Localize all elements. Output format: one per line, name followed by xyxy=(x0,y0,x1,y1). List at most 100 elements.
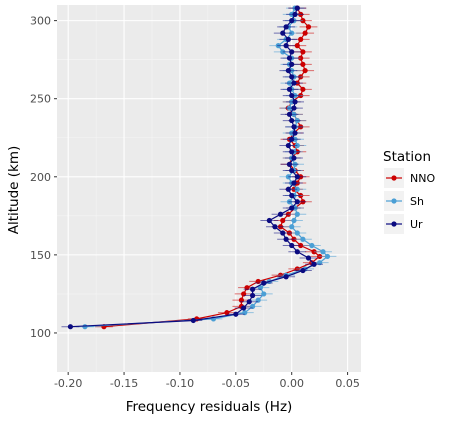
series-layer xyxy=(61,5,337,330)
data-point xyxy=(285,142,291,149)
data-point xyxy=(289,192,295,199)
data-point xyxy=(261,291,267,297)
y-tick-label: 300 xyxy=(30,15,51,28)
data-point xyxy=(277,211,284,217)
y-axis: 100 150 200 250 300 xyxy=(30,15,57,340)
data-point xyxy=(294,199,300,205)
legend-marker xyxy=(391,198,397,204)
legend-item-nno: NNO xyxy=(384,168,435,188)
data-point xyxy=(289,167,295,174)
data-point xyxy=(311,261,317,267)
data-point xyxy=(309,242,315,249)
data-point xyxy=(300,267,306,274)
legend-marker xyxy=(391,175,397,181)
data-point xyxy=(67,324,74,330)
data-point xyxy=(233,311,239,317)
legend-item-ur: Ur xyxy=(384,214,423,234)
data-point xyxy=(280,230,286,236)
data-point xyxy=(292,99,298,105)
data-point xyxy=(285,67,291,74)
data-point xyxy=(294,43,300,49)
y-tick-label: 100 xyxy=(30,327,51,340)
y-tick-label: 200 xyxy=(30,171,51,184)
data-point xyxy=(291,80,297,86)
data-point xyxy=(294,230,300,236)
data-point xyxy=(300,236,306,242)
data-point xyxy=(280,217,286,224)
data-point xyxy=(266,217,272,224)
data-point xyxy=(305,24,312,30)
data-point xyxy=(283,274,289,280)
data-point xyxy=(190,317,196,324)
data-point xyxy=(285,186,291,192)
x-tick-label: 0.00 xyxy=(279,377,304,390)
x-tick-label: -0.05 xyxy=(222,377,250,390)
data-point xyxy=(241,305,247,311)
data-point xyxy=(246,299,252,305)
legend-marker xyxy=(391,221,397,227)
data-point xyxy=(249,292,256,299)
data-point xyxy=(289,18,295,24)
data-point xyxy=(292,130,298,136)
legend-label: NNO xyxy=(410,172,435,185)
data-point xyxy=(289,92,295,99)
data-point xyxy=(272,224,278,230)
data-point xyxy=(283,236,289,242)
data-point xyxy=(298,36,304,42)
data-point xyxy=(294,174,300,180)
y-tick-label: 250 xyxy=(30,93,51,106)
legend: Station NNO Sh Ur xyxy=(383,149,435,234)
data-point xyxy=(285,36,291,42)
legend-label: Sh xyxy=(410,195,424,208)
data-point xyxy=(289,149,295,155)
data-point xyxy=(291,155,297,161)
data-point xyxy=(324,253,331,260)
data-point xyxy=(283,24,289,30)
data-point xyxy=(294,211,300,217)
data-point xyxy=(286,111,293,117)
data-point xyxy=(289,224,295,230)
data-point xyxy=(289,242,295,249)
data-point xyxy=(292,11,298,17)
data-point xyxy=(300,86,306,92)
x-tick-label: -0.20 xyxy=(54,377,82,390)
data-point xyxy=(294,249,300,255)
x-axis-title: Frequency residuals (Hz) xyxy=(126,399,293,415)
data-point xyxy=(286,55,293,61)
data-point xyxy=(289,117,295,124)
y-axis-title: Altitude (km) xyxy=(6,146,22,235)
grid-minor xyxy=(57,5,361,372)
data-point xyxy=(320,249,326,255)
data-point xyxy=(82,324,88,330)
data-point xyxy=(289,61,295,67)
data-point xyxy=(286,86,293,92)
data-point xyxy=(289,205,295,211)
data-point xyxy=(302,67,308,74)
x-tick-label: -0.15 xyxy=(110,377,138,390)
x-tick-label: 0.05 xyxy=(335,377,360,390)
legend-label: Ur xyxy=(410,218,423,231)
series-line xyxy=(103,7,321,328)
data-point xyxy=(291,217,297,224)
legend-title: Station xyxy=(383,149,431,165)
data-point xyxy=(294,5,300,11)
data-point xyxy=(291,105,297,111)
y-tick-label: 150 xyxy=(30,249,51,262)
plot-panel xyxy=(57,5,361,372)
legend-item-sh: Sh xyxy=(384,191,424,211)
data-point xyxy=(286,161,293,167)
data-point xyxy=(289,49,295,55)
data-point xyxy=(291,180,297,186)
data-point xyxy=(280,30,286,36)
data-point xyxy=(300,61,306,67)
data-point xyxy=(289,136,295,142)
data-point xyxy=(249,286,256,292)
series-ur xyxy=(61,5,323,330)
x-tick-label: -0.10 xyxy=(166,377,194,390)
data-point xyxy=(291,124,297,130)
x-axis: -0.20 -0.15 -0.10 -0.05 0.00 0.05 xyxy=(54,372,360,390)
series-line xyxy=(70,7,316,328)
data-point xyxy=(289,74,295,80)
data-point xyxy=(261,280,267,286)
